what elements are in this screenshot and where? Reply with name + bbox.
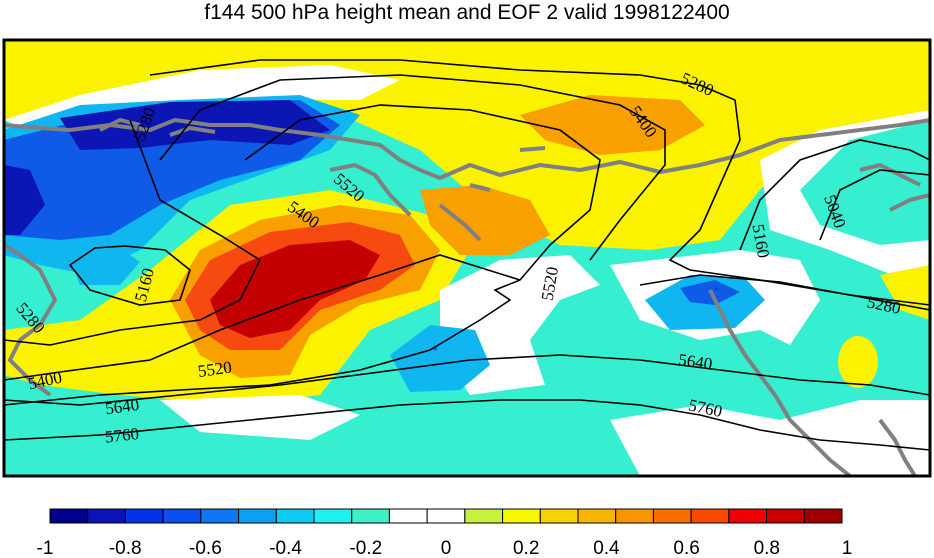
colorbar-tick-label: 0.6 (673, 538, 699, 558)
colorbar-tick-label: -0.4 (269, 538, 302, 558)
contour-5520-north (4, 104, 601, 406)
colorbar-swatch (313, 508, 353, 524)
page-title: f144 500 hPa height mean and EOF 2 valid… (204, 1, 730, 24)
colorbar-swatch (652, 508, 692, 524)
shade-cyan-west-blob (70, 245, 140, 285)
shade-blue-dark-edge (4, 165, 45, 235)
contour-label: 5760 (104, 424, 140, 446)
colorbar (49, 508, 843, 524)
colorbar-swatch (464, 508, 504, 524)
contour-5400-west (4, 254, 521, 381)
colorbar-swatch (803, 508, 843, 524)
coastline-west-bay (4, 243, 57, 397)
contour-label: 5640 (104, 395, 140, 419)
contour-5760-south (4, 399, 930, 451)
shade-cyan-east (800, 120, 930, 245)
colorbar-swatch (615, 508, 654, 524)
colorbar-ticks: -1 -0.8 -0.6 -0.4 -0.2 0 0.2 0.4 0.6 0.8 1 (37, 538, 853, 558)
shade-yellow-east (880, 265, 930, 320)
shade-blue-center-blob (390, 325, 490, 392)
colorbar-swatch (426, 508, 466, 524)
colorbar-swatch (200, 508, 240, 524)
colorbar-swatch (539, 508, 579, 524)
plot-frame (2, 38, 932, 478)
colorbar-swatch (49, 508, 89, 524)
shade-orange-north (420, 185, 550, 255)
colorbar-tick-label: 0.8 (754, 538, 780, 558)
coastline-far-east (878, 418, 917, 476)
colorbar-swatch (87, 508, 126, 524)
contour-5400-north (159, 74, 666, 261)
shade-red-center (210, 240, 380, 338)
contour-5640-south (4, 354, 930, 406)
colorbar-swatch (728, 508, 768, 524)
height-contours (4, 59, 930, 451)
shade-white-5 (160, 395, 360, 440)
colorbar-swatch (388, 508, 428, 524)
colorbar-tick-label: -0.8 (109, 538, 142, 558)
coastline-east (708, 289, 852, 476)
contour-label: 5640 (677, 350, 713, 374)
eof-shading: 5280 5400 5520 5160 5280 5400 5520 5640 … (4, 40, 930, 476)
contour-5280-north (149, 59, 930, 311)
coastlines (4, 118, 930, 476)
colorbar-tick-label: -0.2 (349, 538, 382, 558)
contour-5160-east (739, 139, 930, 251)
colorbar-tick-label: -0.6 (189, 538, 222, 558)
coastline-inner (329, 163, 482, 242)
shade-orange-arctic (520, 95, 705, 155)
min-marker: * (433, 344, 438, 358)
coastline-islands (99, 118, 546, 192)
colorbar-swatch (577, 508, 617, 524)
contour-label: 5520 (197, 357, 233, 381)
shade-yellow-spot (838, 336, 878, 388)
contour-5280-west (4, 119, 262, 346)
colorbar-swatch (690, 508, 730, 524)
colorbar-swatch (238, 508, 277, 524)
colorbar-swatch (351, 508, 390, 524)
colorbar-tick-label: 1 (842, 538, 853, 558)
colorbar-swatch (124, 508, 164, 524)
colorbar-tick-label: 0.4 (593, 538, 620, 558)
contour-5280-east (639, 274, 930, 306)
colorbar-tick-label: 0 (441, 538, 452, 558)
coastline-north (4, 118, 930, 180)
colorbar-tick-label: -1 (37, 538, 54, 558)
shade-white-6 (610, 400, 930, 476)
colorbar-swatch (162, 508, 202, 524)
coastline-east-island (859, 163, 930, 212)
min-marker: * (714, 284, 719, 298)
colorbar-tick-label: 0.2 (513, 538, 539, 558)
colorbar-swatch (766, 508, 805, 524)
contour-5160-west (68, 245, 191, 306)
colorbar-swatch (275, 508, 315, 524)
shade-blue-dark-west (60, 100, 330, 150)
colorbar-swatch (502, 508, 541, 524)
contour-5040-east (819, 169, 930, 241)
